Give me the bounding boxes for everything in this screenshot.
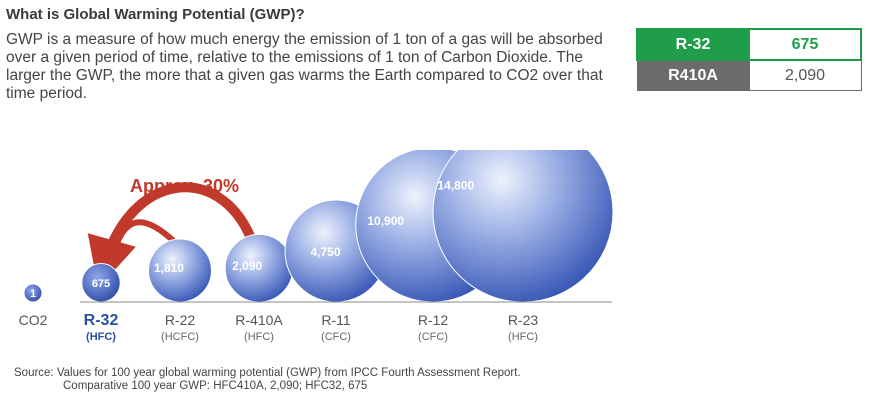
table-row: R-32 675 — [636, 28, 862, 61]
bubble-value-label: 1 — [30, 288, 36, 300]
gwp-description: GWP is a measure of how much energy the … — [6, 31, 603, 102]
category-label: R-12 — [418, 312, 449, 328]
bubble-value-label: 14,800 — [438, 179, 475, 193]
category-sublabel: (HFC) — [508, 331, 538, 343]
source-note: Source: Values for 100 year global warmi… — [14, 367, 521, 393]
source-line-1: Source: Values for 100 year global warmi… — [14, 367, 521, 379]
bubble-group: 1 675 1,810 2,090 4,750 10,900 14,800 — [23, 150, 614, 303]
bubble-value-label: 1,810 — [154, 261, 184, 275]
r32-name-cell: R-32 — [636, 28, 750, 61]
arrow-group — [87, 182, 256, 289]
arrow-r410a-to-r32 — [87, 182, 256, 289]
gwp-bubble-chart: 1 675 1,810 2,090 4,750 10,900 14,800 CO2 R-32 (… — [19, 150, 614, 343]
category-sublabel: (HFC) — [244, 331, 274, 343]
category-sublabel: (HFC) — [86, 331, 116, 343]
r410a-name-cell: R410A — [636, 59, 750, 91]
gwp-comparison-table: R-32 675 R410A 2,090 — [636, 28, 862, 91]
category-sublabel: (HCFC) — [161, 331, 199, 343]
r32-value-cell: 675 — [748, 28, 862, 61]
category-label: R-22 — [165, 312, 196, 328]
category-sublabel: (CFC) — [418, 331, 448, 343]
table-row: R410A 2,090 — [636, 59, 862, 91]
category-labels: CO2 R-32 (HFC) R-22 (HCFC) R-410A (HFC) R-11 (CF… — [19, 312, 539, 343]
category-sublabel: (CFC) — [321, 331, 351, 343]
r410a-value-cell: 2,090 — [748, 59, 862, 91]
approx-30-annotation: Approx. 30% — [130, 176, 239, 196]
arrow-r22-to-r32 — [108, 219, 176, 265]
category-label: R-410A — [235, 312, 283, 328]
bubble-value-label: 4,750 — [311, 245, 341, 259]
category-label: R-32 — [84, 312, 119, 329]
category-label: CO2 — [19, 312, 48, 328]
source-line-2: Comparative 100 year GWP: HFC410A, 2,090… — [63, 380, 368, 392]
bubble-value-label: 675 — [92, 278, 110, 290]
bubble-value-label: 2,090 — [232, 259, 262, 273]
page-title: What is Global Warming Potential (GWP)? — [6, 6, 305, 23]
bubble-co2 — [23, 283, 43, 303]
category-label: R-23 — [508, 312, 539, 328]
bubble-value-label: 10,900 — [367, 214, 404, 228]
category-label: R-11 — [321, 312, 351, 328]
